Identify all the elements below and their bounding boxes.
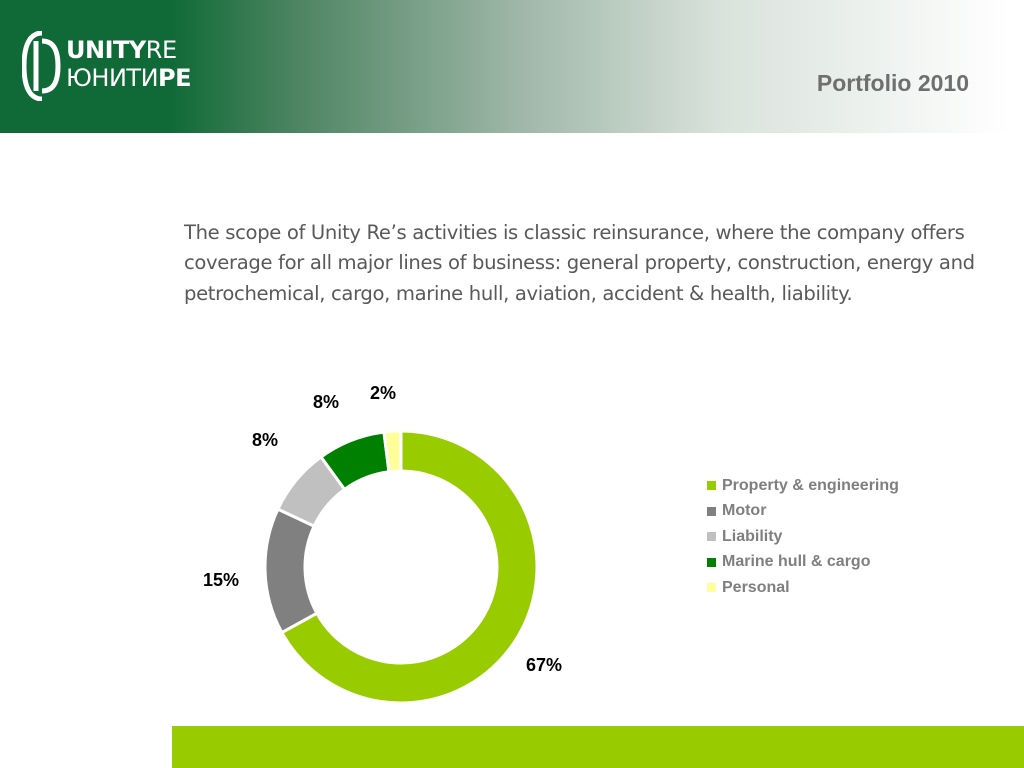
logo-text-latin: UNITYRE — [66, 38, 177, 62]
legend-swatch — [707, 532, 716, 542]
logo-word-re: RE — [145, 36, 177, 64]
legend-label: Property & engineering — [722, 476, 899, 494]
legend-label: Liability — [722, 527, 783, 545]
legend-item-liability: Liability — [707, 524, 899, 550]
chart-data-labels: 67% 15% 8% 8% 2% — [203, 383, 562, 675]
data-label-personal: 2% — [370, 383, 396, 403]
legend-item-motor: Motor — [707, 499, 899, 525]
logo-word-re-cyr: РЕ — [158, 64, 192, 92]
legend-swatch — [707, 583, 716, 593]
header-banner: UNITYRE ЮНИТИРЕ Portfolio 2010 — [0, 0, 1024, 133]
data-label-liability: 8% — [252, 430, 278, 450]
logo-word-unity: UNITY — [66, 36, 146, 64]
data-label-motor: 15% — [203, 570, 239, 590]
legend-item-personal: Personal — [707, 575, 899, 601]
logo: UNITYRE ЮНИТИРЕ — [0, 0, 192, 133]
data-label-property-and-engineering: 67% — [526, 655, 562, 675]
slice-property-and-engineering — [279, 429, 539, 705]
logo-word-uniti: ЮНИТИ — [66, 64, 159, 92]
unity-re-logo-icon — [22, 31, 61, 101]
legend-item-marine-hull-and-cargo: Marine hull & cargo — [707, 550, 899, 576]
page-title: Portfolio 2010 — [816, 70, 969, 96]
legend-item-property-and-engineering: Property & engineering — [707, 473, 899, 499]
legend-swatch — [707, 481, 716, 491]
logo-text-cyrillic: ЮНИТИРЕ — [66, 64, 192, 92]
chart-legend: Property & engineering Motor Liability Mari… — [707, 473, 899, 601]
legend-label: Personal — [722, 578, 790, 596]
legend-label: Marine hull & cargo — [722, 553, 871, 571]
chart-slices — [263, 429, 539, 705]
slice-personal — [382, 429, 403, 474]
legend-swatch — [707, 557, 716, 567]
slice-motor — [263, 507, 319, 635]
legend-swatch — [707, 506, 716, 516]
legend-label: Motor — [722, 502, 767, 520]
intro-paragraph: The scope of Unity Re’s activities is cl… — [184, 220, 975, 305]
footer-accent-bar — [172, 726, 1024, 768]
data-label-marine-hull-and-cargo: 8% — [313, 392, 339, 412]
